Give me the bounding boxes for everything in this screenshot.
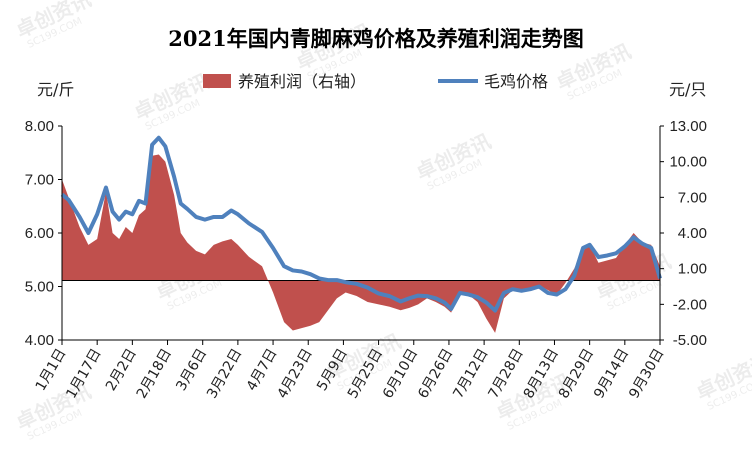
right-tick-label: 4.00: [678, 225, 707, 242]
right-tick-label: 1.00: [678, 261, 707, 278]
x-tick-label: 9月30日: [626, 346, 667, 401]
left-tick-label: 7.00: [25, 172, 54, 189]
right-tick-label: 10.00: [669, 154, 707, 171]
x-tick-label: 2月2日: [103, 346, 140, 394]
left-tick-label: 6.00: [25, 225, 54, 242]
left-tick-label: 5.00: [25, 279, 54, 296]
legend-price-label: 毛鸡价格: [484, 72, 548, 91]
x-tick-label: 1月1日: [33, 346, 70, 394]
right-tick-label: 7.00: [678, 189, 707, 206]
chart-title: 2021年国内青脚麻鸡价格及养殖利润走势图: [168, 26, 583, 51]
x-tick-label: 4月7日: [244, 346, 281, 394]
left-tick-label: 8.00: [25, 118, 54, 135]
right-axis-unit: 元/只: [669, 80, 706, 99]
legend: 养殖利润（右轴） 毛鸡价格: [203, 72, 548, 91]
legend-profit-label: 养殖利润（右轴）: [238, 72, 366, 91]
right-tick-label: -2.00: [673, 296, 707, 313]
right-tick-label: 13.00: [669, 118, 707, 135]
left-tick-label: 4.00: [25, 332, 54, 349]
x-tick-label: 3月22日: [204, 346, 245, 401]
x-tick-label: 2月18日: [134, 346, 175, 401]
x-tick-label: 3月6日: [173, 346, 210, 394]
x-tick-label: 4月23日: [274, 346, 315, 401]
right-tick-label: -5.00: [673, 332, 707, 349]
legend-profit-swatch: [203, 74, 231, 88]
profit-area: [62, 154, 660, 333]
left-axis-unit: 元/斤: [37, 80, 74, 99]
price-line: [60, 135, 662, 313]
plot-area: 4.00 5.00 6.00 7.00 8.00 -5.00 -2.00 1.00 4.00 7.…: [25, 118, 707, 401]
